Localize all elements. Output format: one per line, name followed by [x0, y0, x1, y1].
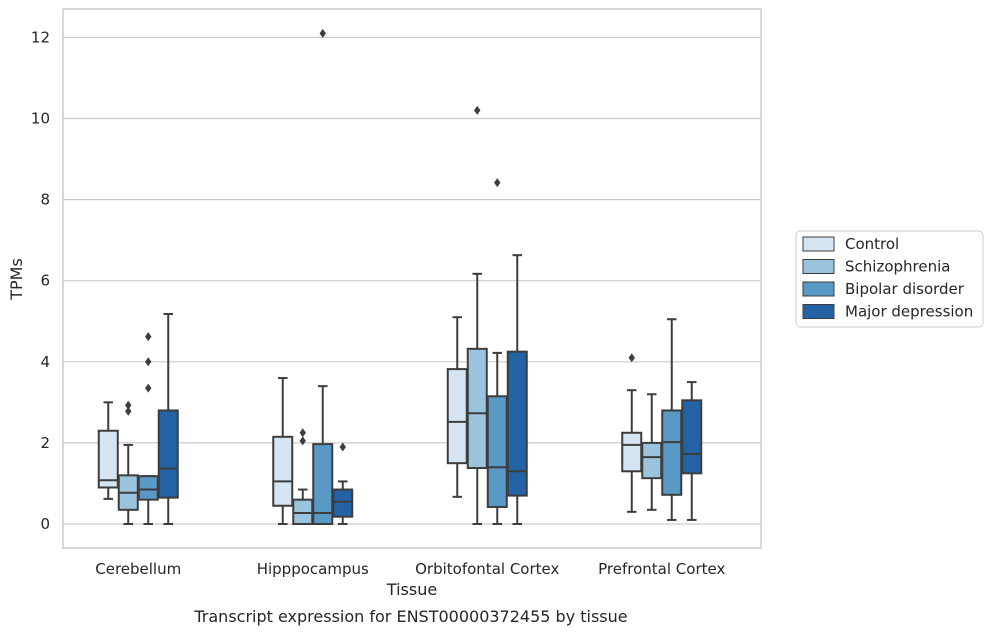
outlier-point: [125, 406, 132, 416]
y-axis-label: TPMs: [7, 258, 26, 301]
box-iqr: [332, 488, 354, 518]
box: [97, 401, 119, 500]
x-tick-label: Prefrontal Cortex: [598, 560, 725, 578]
y-tick-label: 6: [40, 272, 50, 290]
outlier-point: [125, 400, 132, 410]
legend-swatch: [802, 236, 835, 252]
box-iqr: [466, 347, 488, 470]
box: [621, 353, 643, 513]
box-iqr: [272, 435, 294, 507]
box: [681, 381, 703, 521]
y-tick-label: 8: [40, 191, 50, 209]
y-tick-label: 4: [40, 353, 50, 371]
outlier-point: [145, 383, 152, 393]
outlier-point: [319, 28, 326, 38]
y-tick-labels: 0 2 4 6 8 10 12: [31, 28, 50, 533]
outlier-point: [494, 178, 501, 188]
box-iqr: [97, 429, 119, 489]
box-series: [97, 28, 703, 526]
box-iqr: [157, 409, 179, 499]
x-tick-labels: Cerebellum Hipppocampus Orbitofontal Corte…: [95, 560, 725, 578]
x-axis-label: Tissue: [386, 580, 437, 599]
chart-title: Transcript expression for ENST0000037245…: [193, 607, 627, 626]
box: [312, 28, 334, 525]
outlier-point: [628, 353, 635, 363]
outlier-point: [299, 436, 306, 446]
box-iqr: [312, 443, 334, 525]
y-tick-label: 12: [31, 28, 50, 46]
box: [157, 312, 179, 525]
outlier-point: [299, 428, 306, 438]
legend-swatch: [802, 259, 835, 274]
box: [117, 400, 139, 525]
series-control: [97, 316, 643, 525]
y-tick-label: 10: [31, 110, 50, 128]
legend: Control Schizophrenia Bipolar disorder Majo…: [795, 230, 984, 328]
plot-area-frame: [62, 8, 762, 549]
box: [137, 332, 159, 525]
outlier-point: [145, 332, 152, 342]
y-tick-label: 2: [40, 434, 50, 452]
box-iqr: [621, 431, 643, 473]
x-tick-label: Orbitofontal Cortex: [415, 560, 559, 578]
box-iqr: [446, 368, 468, 465]
legend-frame: [795, 230, 984, 328]
box: [661, 318, 683, 521]
x-tick-label: Cerebellum: [95, 560, 181, 578]
legend-swatch: [802, 281, 835, 297]
box-iqr: [681, 399, 703, 475]
outlier-point: [474, 105, 481, 115]
legend-label: Major depression: [845, 303, 973, 321]
x-tick-label: Hipppocampus: [257, 560, 369, 578]
box: [486, 178, 508, 525]
series-major-depression: [157, 254, 703, 525]
y-tick-label: 0: [40, 515, 50, 533]
series-bipolar-disorder: [137, 28, 683, 525]
legend-label: Control: [845, 235, 899, 253]
box-iqr: [486, 395, 508, 508]
box: [292, 428, 314, 526]
box-iqr: [137, 475, 159, 501]
series-schizophrenia: [117, 105, 663, 526]
legend-swatch: [802, 304, 835, 319]
legend-label: Schizophrenia: [845, 258, 950, 276]
box-iqr: [506, 350, 528, 497]
outlier-point: [145, 357, 152, 367]
box: [332, 442, 354, 525]
legend-label: Bipolar disorder: [845, 280, 965, 298]
box-iqr: [641, 441, 663, 480]
outlier-point: [339, 442, 346, 452]
box: [272, 377, 294, 525]
box-iqr: [661, 409, 683, 496]
box: [506, 254, 528, 525]
box-iqr: [292, 498, 314, 526]
y-gridlines: [63, 36, 761, 525]
